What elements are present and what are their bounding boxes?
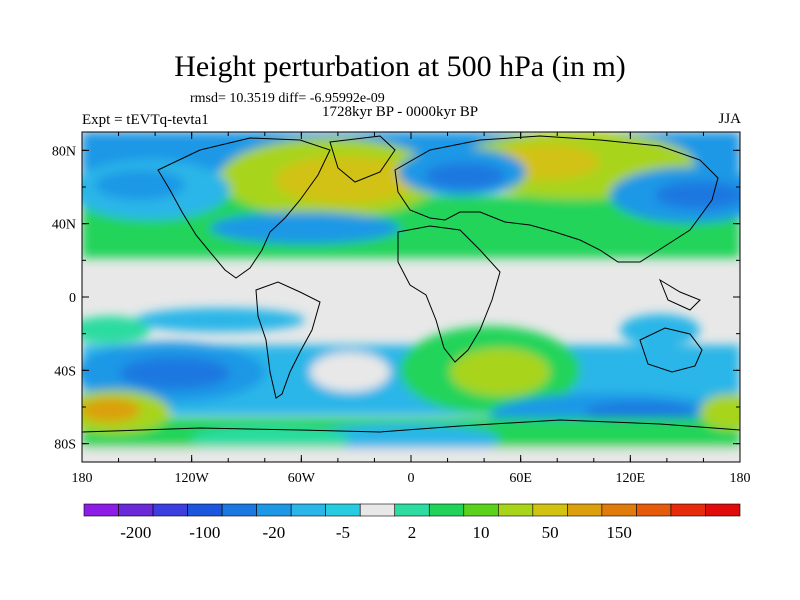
x-tick-label: 120E bbox=[616, 471, 646, 486]
colorbar-box bbox=[394, 503, 430, 517]
colorbar-label: -20 bbox=[263, 523, 286, 542]
y-tick-label: 80N bbox=[52, 144, 76, 159]
colorbar-box bbox=[567, 503, 603, 517]
colorbar-box bbox=[532, 503, 568, 517]
colorbar-box bbox=[118, 503, 154, 517]
chart-title: Height perturbation at 500 hPa (in m) bbox=[174, 50, 626, 83]
x-tick-label: 120W bbox=[175, 471, 210, 486]
y-tick-label: 80S bbox=[54, 438, 76, 453]
colorbar-labels: -200 -100 -20 -5 2 10 50 150 bbox=[120, 523, 632, 542]
experiment-label: Expt = tEVTq-tevta1 bbox=[82, 112, 209, 128]
stats-line: rmsd= 10.3519 diff= -6.95992e-09 bbox=[190, 91, 385, 106]
heatmap-field bbox=[82, 132, 740, 462]
y-tick-label: 0 bbox=[69, 291, 76, 306]
colorbar-box bbox=[256, 503, 292, 517]
colorbar-box bbox=[705, 503, 741, 517]
colorbar bbox=[83, 503, 741, 517]
colorbar-box bbox=[636, 503, 672, 517]
colorbar-label: -100 bbox=[189, 523, 220, 542]
y-tick-label: 40N bbox=[52, 218, 76, 233]
colorbar-box bbox=[670, 503, 706, 517]
colorbar-box bbox=[359, 503, 396, 517]
x-tick-label: 180 bbox=[730, 471, 751, 486]
colorbar-label: -200 bbox=[120, 523, 151, 542]
colorbar-label: 2 bbox=[408, 523, 417, 542]
coastlines bbox=[82, 135, 740, 433]
chart-subtitle: 1728kyr BP - 0000kyr BP bbox=[322, 104, 479, 120]
colorbar-label: 150 bbox=[606, 523, 632, 542]
axis-ticks bbox=[81, 132, 741, 462]
colorbar-box bbox=[601, 503, 637, 517]
x-tick-label: 0 bbox=[408, 471, 415, 486]
x-tick-label: 60W bbox=[288, 471, 316, 486]
colorbar-label: -5 bbox=[336, 523, 350, 542]
x-tick-label: 180 bbox=[72, 471, 93, 486]
colorbar-box bbox=[325, 503, 361, 517]
colorbar-box bbox=[463, 503, 499, 517]
y-tick-label: 40S bbox=[54, 364, 76, 379]
colorbar-box bbox=[290, 503, 326, 517]
colorbar-label: 10 bbox=[473, 523, 490, 542]
colorbar-box bbox=[498, 503, 534, 517]
colorbar-label: 50 bbox=[542, 523, 559, 542]
colorbar-box bbox=[187, 503, 223, 517]
axis-tick-labels: 180 120W 60W 0 60E 120E 180 80N 40N 0 40S 80S bbox=[52, 144, 751, 486]
x-tick-label: 60E bbox=[509, 471, 532, 486]
colorbar-box bbox=[152, 503, 188, 517]
colorbar-box bbox=[428, 503, 465, 517]
season-label: JJA bbox=[718, 111, 741, 127]
colorbar-box bbox=[83, 503, 119, 517]
colorbar-box bbox=[221, 503, 257, 517]
